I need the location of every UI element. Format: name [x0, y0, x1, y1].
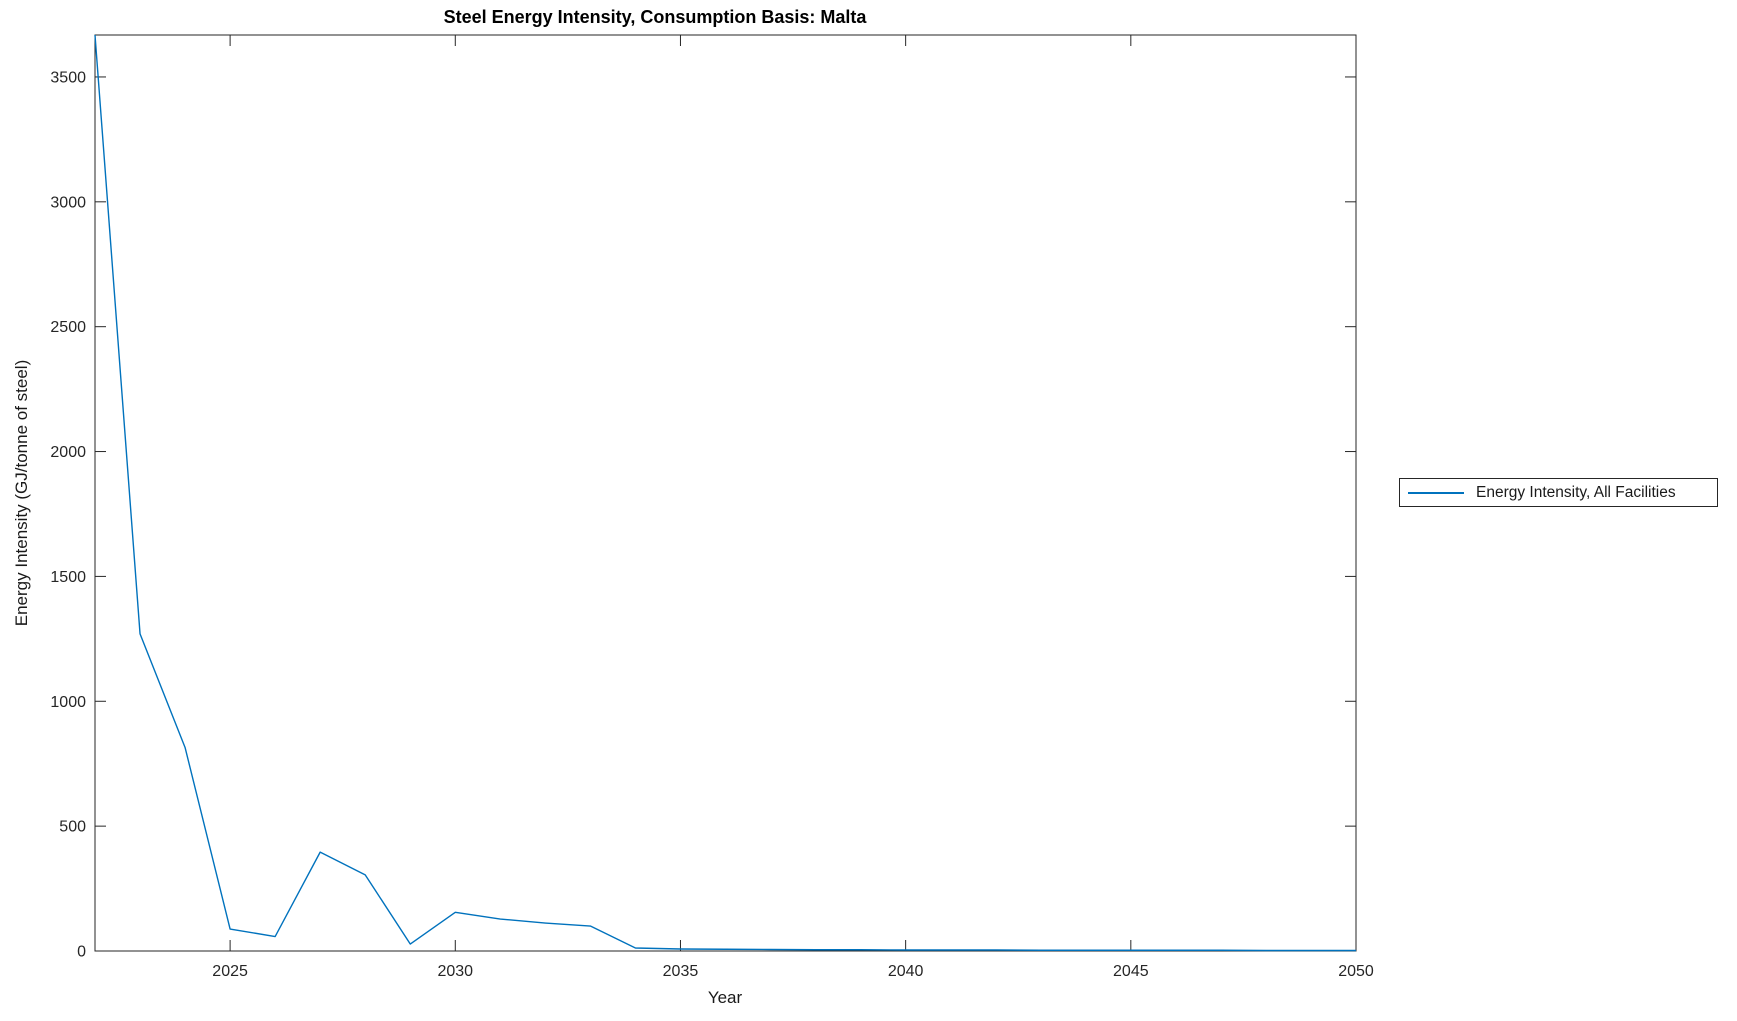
y-tick-label: 2000 — [50, 444, 86, 461]
legend-label: Energy Intensity, All Facilities — [1476, 483, 1676, 501]
data-line — [94, 34, 1356, 952]
y-tick-label: 0 — [77, 944, 86, 961]
legend: Energy Intensity, All Facilities — [1399, 478, 1718, 507]
x-axis-label: Year — [707, 988, 743, 1007]
x-tick-label: 2025 — [212, 963, 248, 980]
x-tick-label: 2045 — [1113, 963, 1149, 980]
y-tick-label: 3500 — [50, 69, 86, 86]
y-tick-label: 3000 — [50, 194, 86, 211]
y-tick-label: 1000 — [50, 694, 86, 711]
plot-border — [94, 34, 1357, 952]
y-tick-label: 1500 — [50, 569, 86, 586]
x-tick-label: 2040 — [888, 963, 924, 980]
y-axis-label: Energy Intensity (GJ/tonne of steel) — [12, 359, 31, 627]
x-tick-label: 2030 — [437, 963, 473, 980]
x-tick-label: 2035 — [663, 963, 699, 980]
x-tick-label: 2050 — [1338, 963, 1374, 980]
y-tick-label: 500 — [59, 819, 86, 836]
chart-title: Steel Energy Intensity, Consumption Basi… — [443, 7, 867, 27]
legend-line-sample-icon — [1408, 491, 1464, 494]
y-tick-label: 2500 — [50, 319, 86, 336]
